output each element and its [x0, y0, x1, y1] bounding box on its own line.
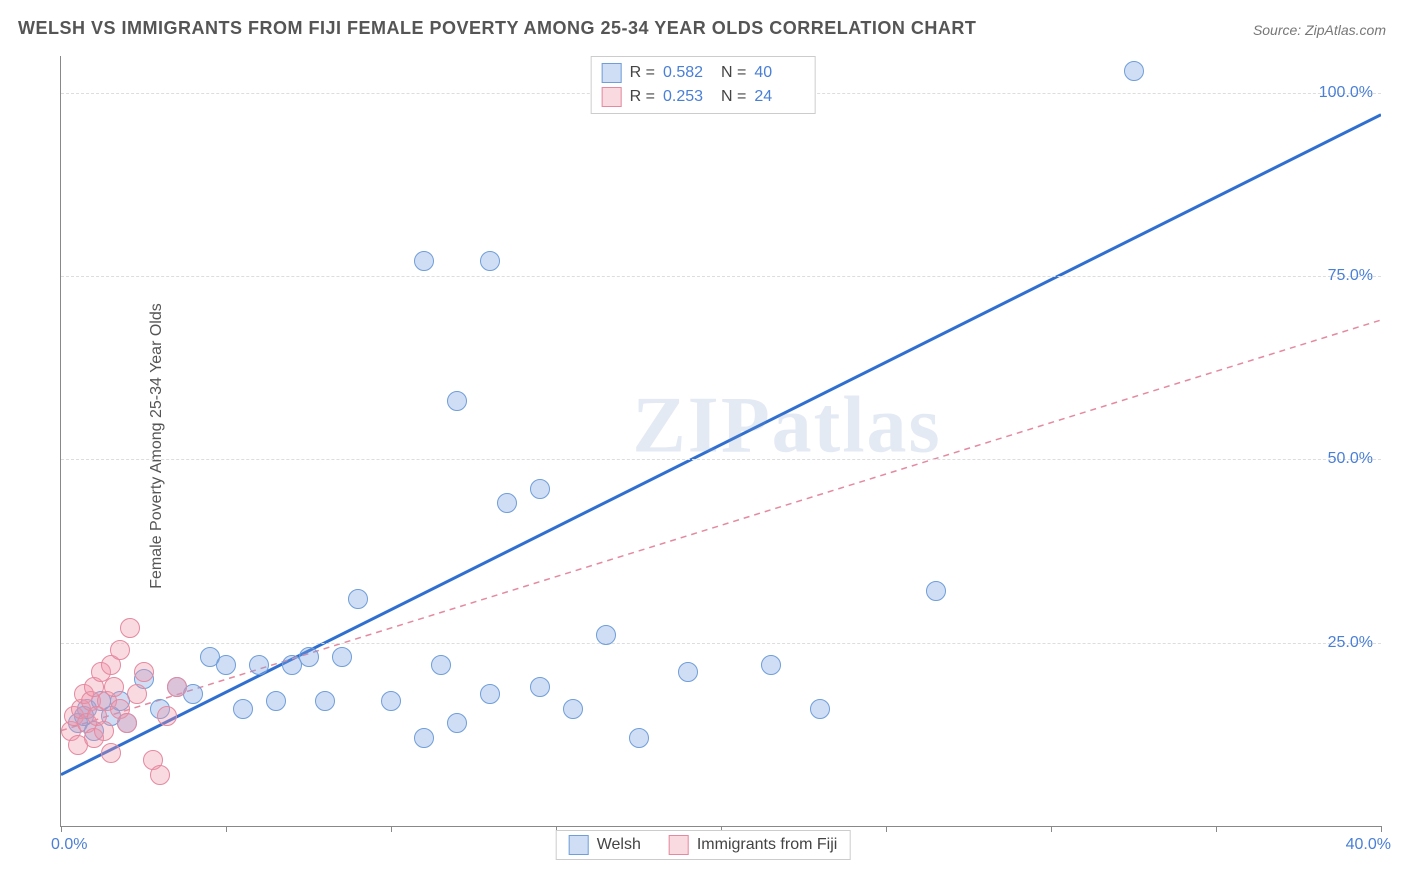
data-point: [1124, 61, 1144, 81]
stat-r-fiji: 0.253: [663, 88, 713, 106]
y-tick-label: 50.0%: [1328, 450, 1373, 468]
gridline: [61, 459, 1381, 460]
data-point: [104, 677, 124, 697]
data-point: [216, 655, 236, 675]
data-point: [266, 691, 286, 711]
stat-n-fiji: 24: [754, 88, 804, 106]
watermark: ZIPatlas: [632, 380, 941, 471]
trend-lines: [61, 56, 1381, 826]
data-point: [530, 479, 550, 499]
stat-r-welsh: 0.582: [663, 64, 713, 82]
gridline: [61, 643, 1381, 644]
stat-n-welsh: 40: [754, 64, 804, 82]
x-tick: [1216, 826, 1217, 832]
data-point: [134, 662, 154, 682]
data-point: [596, 625, 616, 645]
y-tick-label: 25.0%: [1328, 634, 1373, 652]
series-legend: Welsh Immigrants from Fiji: [556, 830, 851, 860]
stat-label-n: N =: [721, 88, 746, 106]
legend-item-welsh: Welsh: [569, 835, 641, 855]
data-point: [447, 713, 467, 733]
data-point: [315, 691, 335, 711]
source-attribution: Source: ZipAtlas.com: [1253, 22, 1386, 38]
stats-row-fiji: R = 0.253 N = 24: [602, 85, 805, 109]
stats-row-welsh: R = 0.582 N = 40: [602, 61, 805, 85]
data-point: [761, 655, 781, 675]
stat-label-r: R =: [630, 88, 655, 106]
data-point: [94, 721, 114, 741]
correlation-stats-box: R = 0.582 N = 40 R = 0.253 N = 24: [591, 56, 816, 114]
scatter-plot-area: ZIPatlas 25.0%50.0%75.0%100.0%0.0%40.0%: [60, 56, 1381, 827]
trend-line: [61, 115, 1381, 775]
x-tick: [61, 826, 62, 832]
data-point: [480, 251, 500, 271]
gridline: [61, 276, 1381, 277]
data-point: [447, 391, 467, 411]
data-point: [926, 581, 946, 601]
legend-label-fiji: Immigrants from Fiji: [697, 836, 837, 854]
swatch-welsh: [602, 63, 622, 83]
data-point: [167, 677, 187, 697]
data-point: [110, 640, 130, 660]
legend-swatch-welsh: [569, 835, 589, 855]
data-point: [381, 691, 401, 711]
data-point: [157, 706, 177, 726]
data-point: [101, 743, 121, 763]
swatch-fiji: [602, 87, 622, 107]
data-point: [810, 699, 830, 719]
x-tick: [226, 826, 227, 832]
data-point: [414, 728, 434, 748]
data-point: [431, 655, 451, 675]
data-point: [414, 251, 434, 271]
stat-label-n: N =: [721, 64, 746, 82]
x-min-label: 0.0%: [51, 836, 87, 854]
data-point: [348, 589, 368, 609]
y-tick-label: 75.0%: [1328, 267, 1373, 285]
data-point: [150, 765, 170, 785]
x-tick: [1381, 826, 1382, 832]
data-point: [332, 647, 352, 667]
x-tick: [391, 826, 392, 832]
x-tick: [886, 826, 887, 832]
x-max-label: 40.0%: [1346, 836, 1391, 854]
y-tick-label: 100.0%: [1319, 84, 1373, 102]
data-point: [480, 684, 500, 704]
chart-title: WELSH VS IMMIGRANTS FROM FIJI FEMALE POV…: [18, 18, 976, 39]
data-point: [629, 728, 649, 748]
data-point: [117, 713, 137, 733]
legend-label-welsh: Welsh: [597, 836, 641, 854]
x-tick: [1051, 826, 1052, 832]
data-point: [233, 699, 253, 719]
data-point: [127, 684, 147, 704]
data-point: [497, 493, 517, 513]
data-point: [299, 647, 319, 667]
legend-swatch-fiji: [669, 835, 689, 855]
stat-label-r: R =: [630, 64, 655, 82]
data-point: [120, 618, 140, 638]
data-point: [530, 677, 550, 697]
legend-item-fiji: Immigrants from Fiji: [669, 835, 837, 855]
data-point: [249, 655, 269, 675]
data-point: [563, 699, 583, 719]
data-point: [678, 662, 698, 682]
